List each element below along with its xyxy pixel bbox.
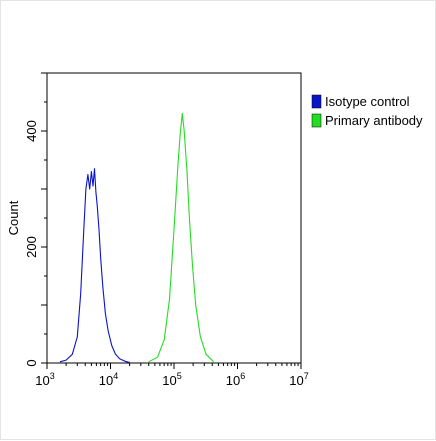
y-tick-label: 0 [24,359,39,366]
x-tick-label: 103 [35,371,54,388]
y-axis-title: Count [6,200,21,235]
series-line-isotype-control [59,168,130,363]
series-layer [59,113,214,363]
x-tick-label: 107 [289,371,308,388]
legend-label: Primary antibody [325,113,423,128]
series-line-primary-antibody [148,113,214,363]
legend-swatch [311,113,322,128]
x-tick-label: 106 [226,371,245,388]
x-axis: 103 104 105 106 107 [35,363,309,388]
legend: Isotype control Primary antibody [311,94,423,128]
y-tick-label: 200 [24,236,39,258]
y-tick-label: 400 [24,120,39,142]
y-axis: 0 200 400 [24,72,47,367]
plot-area [46,72,302,364]
legend-label: Isotype control [325,94,410,109]
legend-swatch [311,94,322,109]
x-tick-label: 104 [99,371,118,388]
x-tick-label: 105 [162,371,181,388]
